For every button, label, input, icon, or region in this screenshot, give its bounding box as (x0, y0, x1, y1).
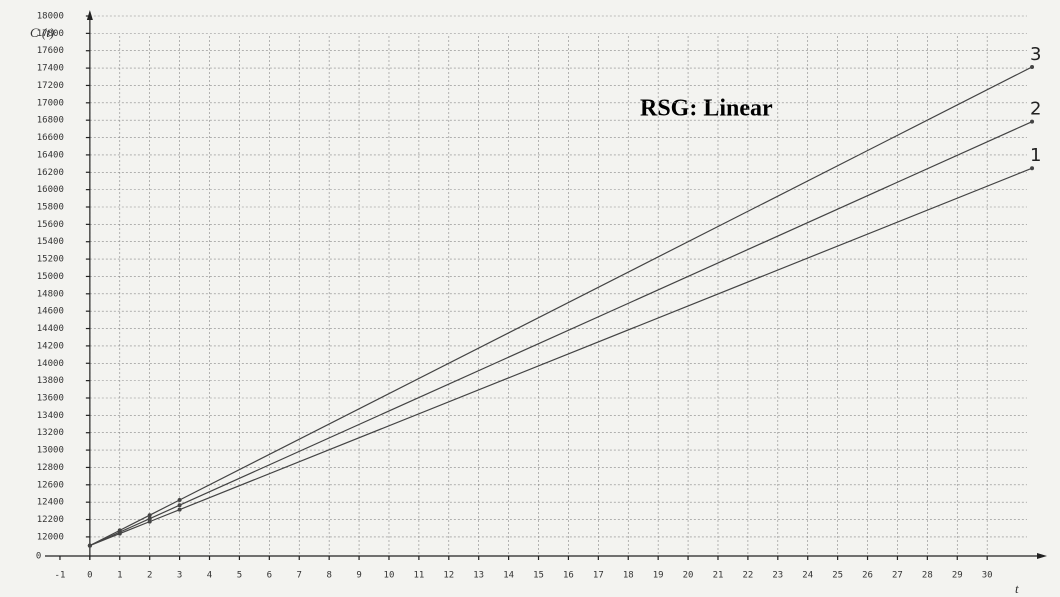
data-point (118, 528, 122, 532)
x-tick-label: 29 (952, 571, 963, 581)
x-tick-label: 18 (623, 571, 634, 581)
x-tick-label: 4 (207, 571, 212, 581)
chart: RSG: Linear C (t) t 12000122001240012600… (0, 0, 1060, 597)
y-tick-label: 13200 (37, 428, 64, 438)
y-tick-label: 17800 (37, 29, 64, 39)
x-tick-label: 10 (384, 571, 395, 581)
line-label: 1 (1030, 145, 1041, 166)
series-line (90, 122, 1032, 546)
x-tick-label: 0 (87, 571, 92, 581)
x-tick-label: 28 (922, 571, 933, 581)
y-tick-label: 14000 (37, 359, 64, 369)
x-tick-label: 20 (683, 571, 694, 581)
x-tick-label: 8 (326, 571, 331, 581)
x-tick-label: 22 (742, 571, 753, 581)
y-axis-arrow (87, 10, 93, 20)
y-tick-label: 16400 (37, 150, 64, 160)
x-tick-label: 13 (473, 571, 484, 581)
line-label: 2 (1030, 99, 1041, 120)
x-tick-label: 17 (593, 571, 604, 581)
y-tick-label: 13800 (37, 376, 64, 386)
y-tick-label: 12200 (37, 515, 64, 525)
series-line (90, 67, 1032, 546)
x-tick-label: 19 (653, 571, 664, 581)
y-tick-label: 13400 (37, 411, 64, 421)
y-break-label: 0 (36, 552, 41, 562)
y-tick-label: 17400 (37, 64, 64, 74)
x-tick-label: 23 (772, 571, 783, 581)
x-tick-label: 1 (117, 571, 122, 581)
data-point (88, 544, 92, 548)
y-tick-label: 15800 (37, 202, 64, 212)
y-tick-label: 14200 (37, 341, 64, 351)
y-tick-label: 13000 (37, 446, 64, 456)
y-tick-label: 16000 (37, 185, 64, 195)
x-tick-label: 30 (982, 571, 993, 581)
x-tick-label: 24 (802, 571, 813, 581)
data-point (178, 498, 182, 502)
y-tick-label: 18000 (37, 12, 64, 22)
x-tick-label: 16 (563, 571, 574, 581)
series-line (90, 168, 1032, 545)
y-tick-label: 15600 (37, 220, 64, 230)
y-tick-label: 12600 (37, 480, 64, 490)
x-tick-label: 2 (147, 571, 152, 581)
line-label: 3 (1030, 44, 1041, 65)
x-tick-label: 12 (443, 571, 454, 581)
y-tick-label: 16800 (37, 116, 64, 126)
y-tick-label: 15400 (37, 237, 64, 247)
x-tick-label: 5 (237, 571, 242, 581)
y-tick-label: 14600 (37, 307, 64, 317)
x-tick-label: 15 (533, 571, 544, 581)
x-tick-label: -1 (55, 571, 66, 581)
y-tick-label: 17600 (37, 46, 64, 56)
x-tick-label: 21 (713, 571, 724, 581)
x-tick-label: 27 (892, 571, 903, 581)
chart-title: RSG: Linear (640, 96, 773, 122)
x-axis-arrow (1037, 553, 1047, 559)
data-point (1030, 166, 1034, 170)
x-axis-label: t (1015, 581, 1019, 596)
y-tick-label: 14800 (37, 289, 64, 299)
data-point (1030, 120, 1034, 124)
x-tick-label: 25 (832, 571, 843, 581)
y-tick-label: 17200 (37, 81, 64, 91)
x-tick-label: 7 (297, 571, 302, 581)
y-tick-label: 13600 (37, 393, 64, 403)
y-tick-label: 15200 (37, 255, 64, 265)
y-tick-label: 12400 (37, 498, 64, 508)
x-tick-label: 14 (503, 571, 514, 581)
data-point (1030, 65, 1034, 69)
y-tick-label: 16600 (37, 133, 64, 143)
x-tick-label: 26 (862, 571, 873, 581)
x-tick-label: 11 (413, 571, 424, 581)
data-point (178, 503, 182, 507)
y-tick-label: 15000 (37, 272, 64, 282)
x-tick-label: 3 (177, 571, 182, 581)
y-tick-label: 16200 (37, 168, 64, 178)
data-point (148, 513, 152, 517)
y-tick-label: 14400 (37, 324, 64, 334)
x-tick-label: 9 (356, 571, 361, 581)
x-tick-label: 6 (267, 571, 272, 581)
y-tick-label: 17000 (37, 98, 64, 108)
y-tick-label: 12800 (37, 463, 64, 473)
data-point (178, 508, 182, 512)
y-tick-label: 12000 (37, 532, 64, 542)
data-point (148, 517, 152, 521)
